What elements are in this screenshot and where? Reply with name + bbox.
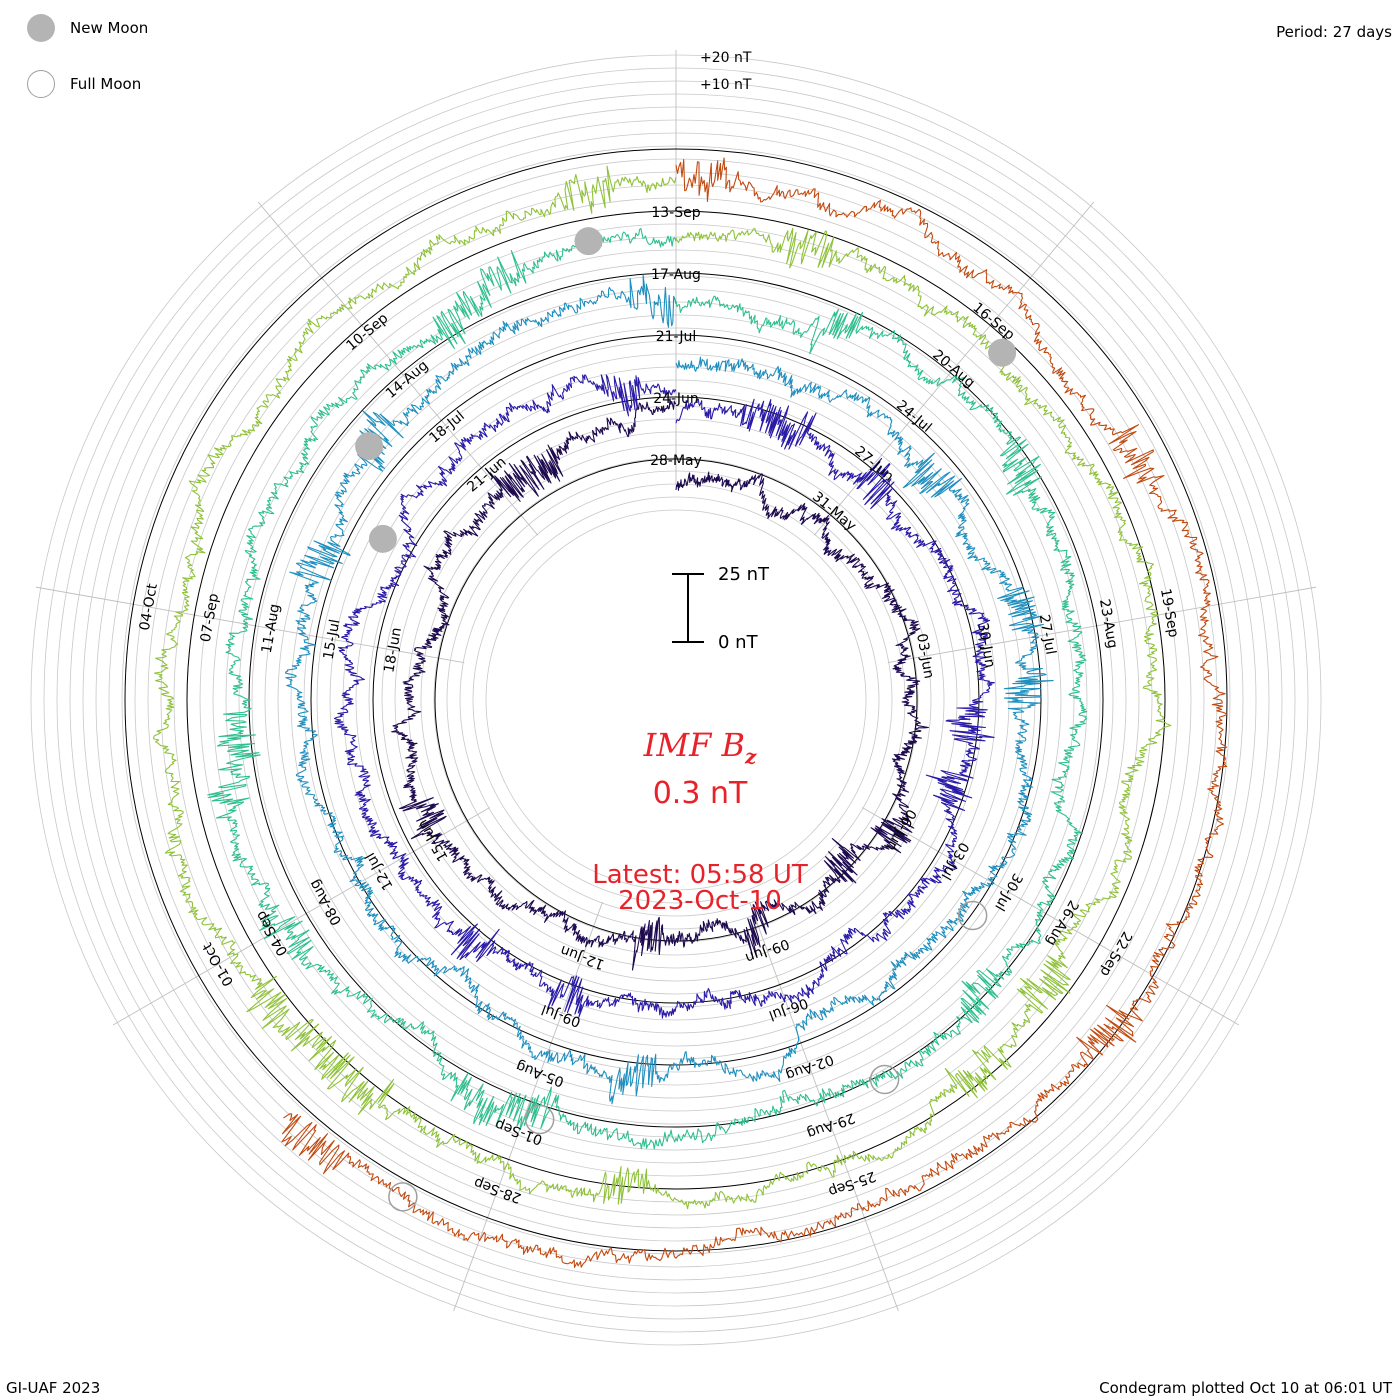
bz-trace-cycle-1 bbox=[391, 397, 929, 971]
date-tick-label: 06-Jun bbox=[883, 806, 920, 853]
ring-label-10: +10 nT bbox=[700, 77, 752, 93]
new-moon-marker bbox=[574, 227, 603, 256]
date-tick-label: 17-Aug bbox=[651, 267, 701, 283]
date-tick-label: 24-Jun bbox=[653, 391, 699, 407]
parameter-title-sub: z bbox=[744, 744, 757, 769]
date-tick-label: 23-Aug bbox=[1096, 598, 1120, 650]
date-tick-label: 13-Sep bbox=[651, 205, 700, 221]
plotted-timestamp: Condegram plotted Oct 10 at 06:01 UT bbox=[1099, 1379, 1392, 1397]
date-tick-label: 04-Oct bbox=[137, 582, 161, 632]
date-tick-label: 10-Sep bbox=[343, 310, 391, 354]
date-tick-label: 21-Jul bbox=[656, 329, 697, 345]
bz-traces bbox=[153, 157, 1228, 1268]
scale-bottom-label: 0 nT bbox=[718, 632, 759, 653]
date-tick-label: 03-Jun bbox=[913, 632, 937, 680]
latest-time: Latest: 05:58 UT bbox=[592, 860, 808, 890]
date-tick-label: 15-Jul bbox=[321, 618, 344, 661]
reference-circle bbox=[124, 148, 1228, 1252]
full-moon-label: Full Moon bbox=[70, 75, 142, 93]
date-tick-label: 31-May bbox=[809, 489, 859, 535]
parameter-title: IMF Bz bbox=[0, 726, 1400, 768]
new-moon-marker bbox=[988, 338, 1017, 367]
full-moon-marker bbox=[388, 1182, 418, 1212]
scale-top-label: 25 nT bbox=[718, 564, 770, 585]
date-tick-label: 06-Jul bbox=[767, 994, 811, 1023]
reference-circle bbox=[186, 210, 1166, 1190]
bz-trace-cycle-2 bbox=[333, 374, 995, 1019]
date-spoke bbox=[35, 586, 465, 664]
date-tick-label: 19-Sep bbox=[1157, 587, 1181, 638]
date-spoke bbox=[887, 586, 1317, 664]
new-moon-marker bbox=[355, 432, 384, 461]
latest-date: 2023-Oct-10 bbox=[618, 886, 782, 916]
date-spoke bbox=[749, 901, 899, 1311]
date-spoke bbox=[257, 201, 539, 536]
date-tick-label: 09-Jul bbox=[539, 1001, 583, 1030]
date-tick-label: 28-May bbox=[650, 453, 702, 469]
full-moon-icon bbox=[27, 70, 55, 98]
date-tick-label: 11-Aug bbox=[259, 603, 283, 655]
date-tick-label: 15-Jun bbox=[415, 816, 452, 863]
moon-markers bbox=[355, 227, 1017, 1212]
date-tick-label: 18-Jun bbox=[381, 626, 405, 674]
reference-circle bbox=[372, 396, 980, 1004]
new-moon-marker bbox=[368, 524, 397, 553]
ring-label-20: +20 nT bbox=[700, 50, 752, 66]
bz-trace-cycle-3 bbox=[284, 274, 1054, 1105]
date-tick-label: 01-Oct bbox=[199, 939, 237, 989]
date-tick-label: 02-Aug bbox=[783, 1051, 835, 1083]
date-spokes bbox=[35, 50, 1317, 1311]
scale-bar: 25 nT 0 nT bbox=[672, 564, 770, 653]
bz-trace-cycle-5 bbox=[153, 165, 1172, 1210]
date-tick-label: 21-Jun bbox=[464, 454, 509, 496]
date-tick-label: 27-Jul bbox=[1036, 613, 1059, 656]
full-moon-marker bbox=[524, 1104, 555, 1135]
full-moon-marker bbox=[869, 1064, 900, 1095]
grid-ring bbox=[472, 496, 880, 904]
bz-trace-cycle-6 bbox=[281, 157, 1228, 1268]
legend-new-moon: New Moon bbox=[27, 14, 148, 42]
parameter-title-main: IMF B bbox=[643, 726, 745, 764]
date-spoke bbox=[112, 807, 491, 1026]
full-moon-marker bbox=[957, 900, 988, 931]
grid-ring bbox=[485, 509, 867, 891]
date-tick-label: 24-Jul bbox=[893, 397, 934, 435]
period-label: Period: 27 days bbox=[1276, 23, 1392, 41]
bz-trace-cycle-4 bbox=[207, 228, 1088, 1150]
date-spoke bbox=[453, 901, 603, 1311]
current-value: 0.3 nT bbox=[652, 776, 748, 811]
date-tick-label: 07-Sep bbox=[198, 592, 222, 643]
date-tick-label: 28-Sep bbox=[472, 1174, 524, 1206]
new-moon-label: New Moon bbox=[70, 19, 149, 37]
date-spoke bbox=[861, 807, 1240, 1026]
legend-full-moon: Full Moon bbox=[27, 70, 141, 98]
new-moon-icon bbox=[27, 14, 55, 42]
date-tick-label: 30-Jun bbox=[974, 621, 998, 669]
credit-label: GI-UAF 2023 bbox=[6, 1379, 101, 1397]
